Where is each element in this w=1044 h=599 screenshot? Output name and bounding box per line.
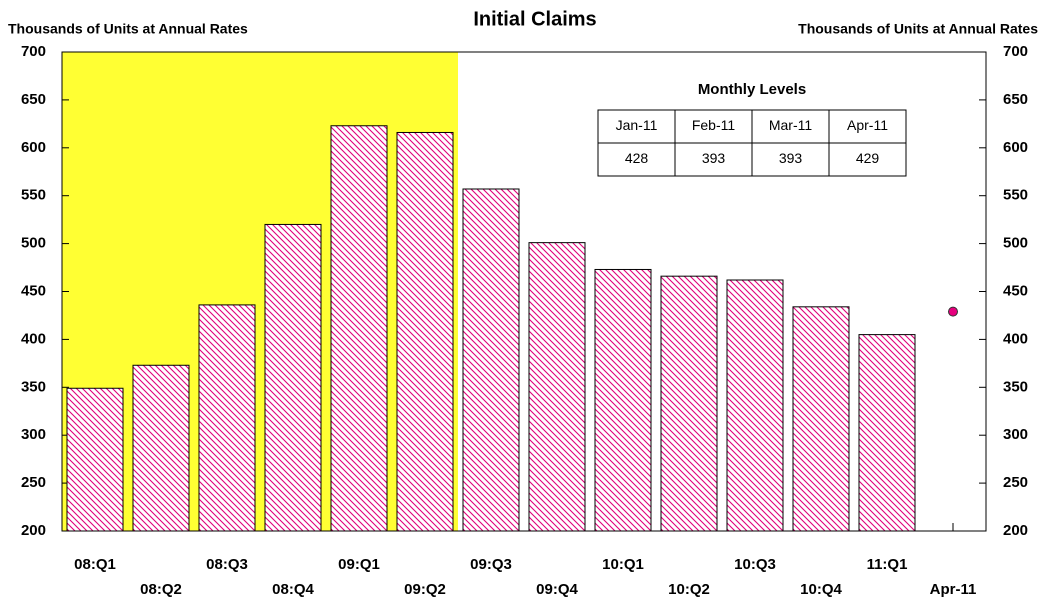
bar xyxy=(330,125,388,532)
x-tick-label: 08:Q3 xyxy=(206,556,248,573)
bar xyxy=(264,223,322,532)
x-tick-label: 11:Q1 xyxy=(867,556,908,573)
shaded-region xyxy=(62,52,458,531)
table-value: 429 xyxy=(856,150,880,166)
x-tick-label: 08:Q2 xyxy=(140,581,182,598)
y2-axis-label: Thousands of Units at Annual Rates xyxy=(798,21,1038,37)
y2-tick-label: 700 xyxy=(1003,43,1028,60)
table-header: Feb-11 xyxy=(692,117,736,133)
y2-tick-label: 650 xyxy=(1003,91,1028,108)
table-header: Apr-11 xyxy=(847,117,888,133)
y-tick-label: 300 xyxy=(21,426,46,443)
y2-tick-label: 350 xyxy=(1003,378,1028,395)
bar xyxy=(462,188,520,532)
y-tick-label: 350 xyxy=(21,378,46,395)
bar xyxy=(726,279,784,532)
bar xyxy=(528,242,586,532)
chart-title: Initial Claims xyxy=(473,8,596,30)
y-tick-label: 200 xyxy=(21,522,46,539)
bar xyxy=(198,304,256,532)
x-tick-label: 10:Q2 xyxy=(668,581,710,598)
y-tick-label: 250 xyxy=(21,474,46,491)
y2-tick-label: 450 xyxy=(1003,282,1028,299)
table-value: 393 xyxy=(702,150,726,166)
x-tick-label: Apr-11 xyxy=(930,581,977,598)
y-tick-label: 550 xyxy=(21,187,46,204)
y-tick-label: 600 xyxy=(21,139,46,156)
bar xyxy=(858,334,916,532)
bar xyxy=(132,364,190,532)
y2-tick-label: 500 xyxy=(1003,235,1028,252)
y2-tick-label: 300 xyxy=(1003,426,1028,443)
bar xyxy=(660,275,718,532)
y-tick-label: 400 xyxy=(21,330,46,347)
y2-tick-label: 600 xyxy=(1003,139,1028,156)
y-tick-label: 450 xyxy=(21,282,46,299)
y-tick-label: 500 xyxy=(21,235,46,252)
bar xyxy=(594,268,652,532)
y2-tick-label: 400 xyxy=(1003,330,1028,347)
point xyxy=(948,306,958,317)
table-value: 393 xyxy=(779,150,803,166)
y2-tick-label: 200 xyxy=(1003,522,1028,539)
x-tick-label: 10:Q4 xyxy=(800,581,842,598)
table-title: Monthly Levels xyxy=(698,81,806,98)
y-axis-label: Thousands of Units at Annual Rates xyxy=(8,21,248,37)
x-tick-label: 08:Q4 xyxy=(272,581,314,598)
bar xyxy=(396,131,454,532)
y-tick-label: 700 xyxy=(21,43,46,60)
table-value: 428 xyxy=(625,150,649,166)
x-tick-label: 09:Q3 xyxy=(470,556,512,573)
y2-tick-label: 550 xyxy=(1003,187,1028,204)
y-tick-label: 650 xyxy=(21,91,46,108)
x-tick-label: 09:Q1 xyxy=(338,556,380,573)
x-tick-label: 09:Q2 xyxy=(404,581,446,598)
x-tick-label: 08:Q1 xyxy=(74,556,116,573)
table-header: Mar-11 xyxy=(769,117,813,133)
y2-tick-label: 250 xyxy=(1003,474,1028,491)
bar xyxy=(66,387,124,532)
bar xyxy=(792,306,850,532)
table-header: Jan-11 xyxy=(616,117,658,133)
plot-frame xyxy=(61,51,987,532)
x-tick-label: 10:Q1 xyxy=(602,556,644,573)
x-tick-label: 10:Q3 xyxy=(734,556,776,573)
x-tick-label: 09:Q4 xyxy=(536,581,578,598)
